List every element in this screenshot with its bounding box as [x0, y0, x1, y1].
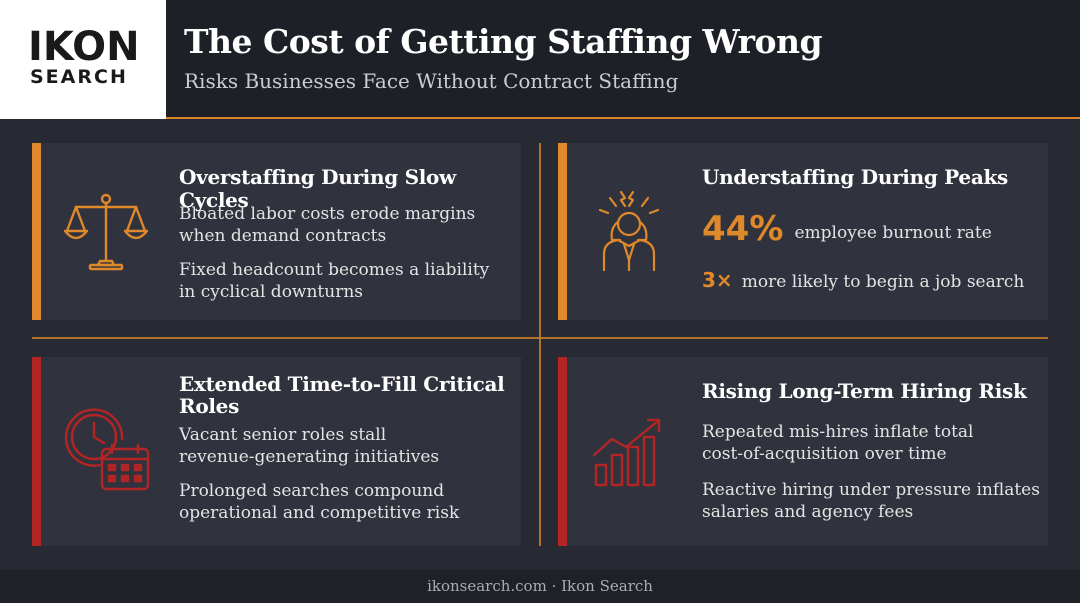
card-text-line: operational and competitive risk: [179, 502, 514, 524]
card-text-line: Fixed headcount becomes a liability: [179, 259, 514, 281]
scales-icon: [64, 191, 148, 273]
card-title-continued: Roles: [179, 395, 514, 418]
header: IKON SEARCH The Cost of Getting Staffing…: [0, 0, 1080, 119]
stat-burnout-value: 44%: [702, 209, 783, 249]
card-text-line: cost-of-acquisition over time: [702, 443, 1042, 465]
stat-job-search-value: 3×: [702, 268, 733, 292]
clock-calendar-icon: [64, 407, 152, 493]
card-text-line: Reactive hiring under pressure inflates: [702, 479, 1042, 501]
stat-job-search: 3× more likely to begin a job search: [702, 268, 1042, 293]
horizontal-divider: [32, 337, 1048, 339]
card-text-line: salaries and agency fees: [702, 501, 1042, 523]
card-text-line: Repeated mis-hires inflate total: [702, 421, 1042, 443]
footer[interactable]: ikonsearch.com · Ikon Search: [0, 570, 1080, 603]
stat-burnout: 44% employee burnout rate: [702, 209, 1042, 249]
card-text-line: Prolonged searches compound: [179, 480, 514, 502]
stat-job-search-label: more likely to begin a job search: [742, 272, 1025, 292]
rising-chart-icon: [592, 415, 668, 489]
card-accent-bar: [32, 143, 41, 320]
card-text-line: revenue-generating initiatives: [179, 446, 514, 468]
card-text-line: Vacant senior roles stall: [179, 424, 514, 446]
page-subtitle: Risks Businesses Face Without Contract S…: [184, 68, 678, 94]
stressed-person-icon: [594, 188, 664, 272]
logo[interactable]: IKON SEARCH: [0, 0, 166, 119]
card-title: Extended Time-to-Fill Critical: [179, 373, 514, 396]
page-title: The Cost of Getting Staffing Wrong: [184, 22, 822, 62]
card-accent-bar: [558, 143, 567, 320]
logo-wordmark: IKON: [28, 27, 140, 67]
card-text-line: when demand contracts: [179, 225, 514, 247]
stat-burnout-label: employee burnout rate: [794, 223, 991, 243]
card-text-line: in cyclical downturns: [179, 281, 514, 303]
card-hiring-risk: Rising Long-Term Hiring Risk Repeated mi…: [558, 357, 1048, 546]
logo-subtext: SEARCH: [30, 67, 140, 87]
card-title: Rising Long-Term Hiring Risk: [702, 380, 1042, 403]
card-accent-bar: [558, 357, 567, 546]
card-text-line: Bloated labor costs erode margins: [179, 203, 514, 225]
card-title: Understaffing During Peaks: [702, 166, 1042, 189]
card-time-to-fill: Extended Time-to-Fill Critical Roles Vac…: [32, 357, 521, 546]
card-overstaffing: Overstaffing During Slow Cycles Bloated …: [32, 143, 521, 320]
card-accent-bar: [32, 357, 41, 546]
vertical-divider: [539, 143, 541, 546]
card-understaffing: Understaffing During Peaks 44% employee …: [558, 143, 1048, 320]
